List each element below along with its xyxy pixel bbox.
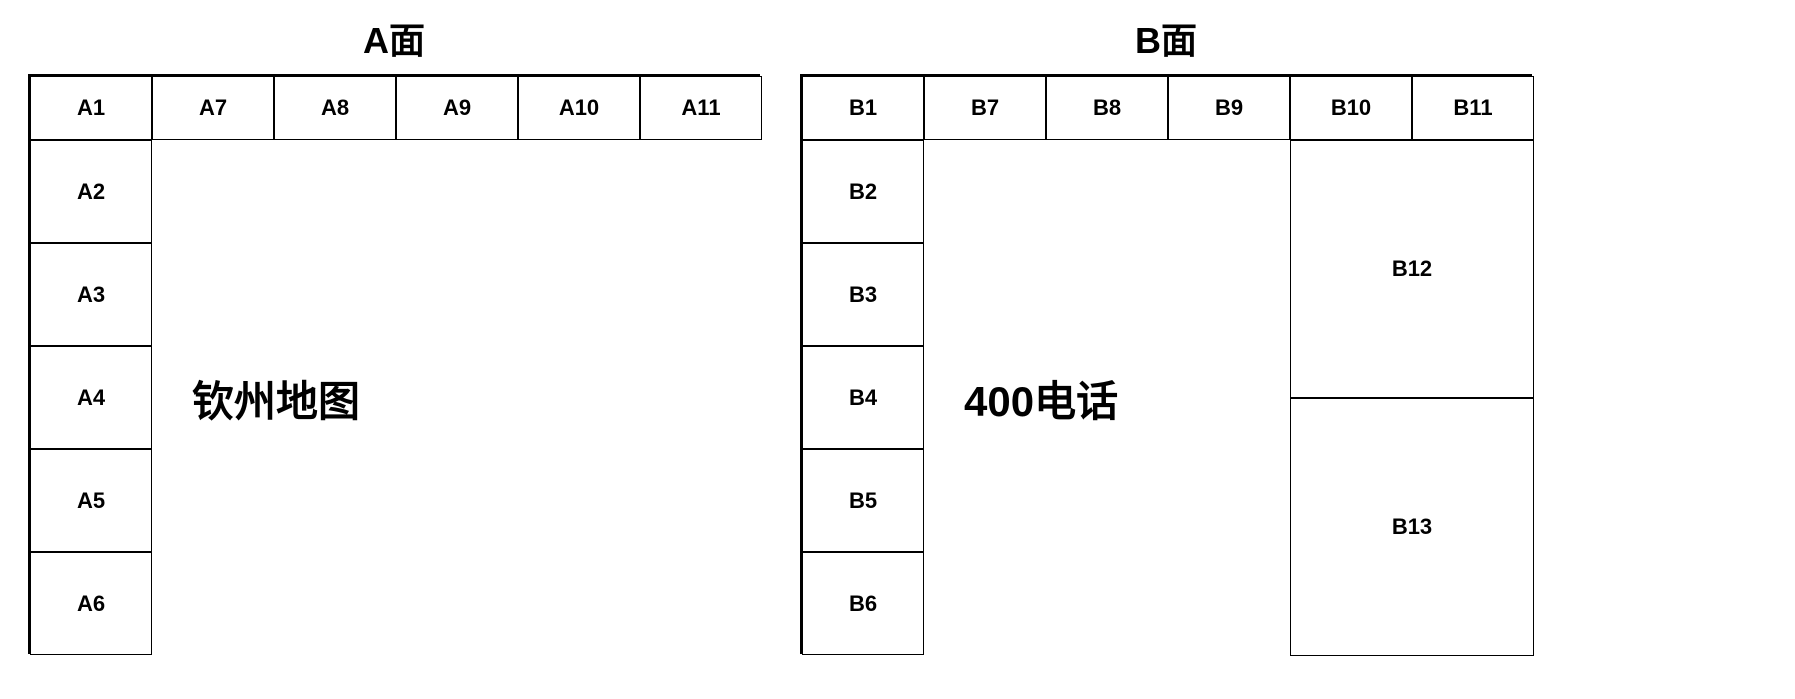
- cell-a9: A9: [396, 76, 518, 140]
- panel-a-grid: A1A2A3A4A5A6 A7A8A9A10A11钦州地图: [28, 74, 760, 654]
- panel-b: B面 B1B2B3B4B5B6 B7B8B9B10B11 400电话B12B13: [800, 12, 1532, 654]
- cell-a5: A5: [30, 449, 152, 552]
- cell-a2: A2: [30, 140, 152, 243]
- cell-b9: B9: [1168, 76, 1290, 140]
- cell-b11: B11: [1412, 76, 1534, 140]
- cell-b2: B2: [802, 140, 924, 243]
- cell-b12: B12: [1290, 140, 1534, 398]
- panel-a-title: A面: [28, 12, 760, 64]
- cell-b7: B7: [924, 76, 1046, 140]
- panel-b-grid: B1B2B3B4B5B6 B7B8B9B10B11 400电话B12B13: [800, 74, 1532, 654]
- cell-a11: A11: [640, 76, 762, 140]
- cell-a10: A10: [518, 76, 640, 140]
- panelA-main-label: 钦州地图: [152, 140, 762, 656]
- cell-b13: B13: [1290, 398, 1534, 656]
- cell-b1: B1: [802, 76, 924, 140]
- cell-b6: B6: [802, 552, 924, 655]
- cell-a7: A7: [152, 76, 274, 140]
- cell-a8: A8: [274, 76, 396, 140]
- cell-a3: A3: [30, 243, 152, 346]
- panelB-main-label: 400电话: [924, 140, 1290, 656]
- cell-b8: B8: [1046, 76, 1168, 140]
- cell-a1: A1: [30, 76, 152, 140]
- panel-a: A面 A1A2A3A4A5A6 A7A8A9A10A11钦州地图: [28, 12, 760, 654]
- cell-a6: A6: [30, 552, 152, 655]
- cell-b3: B3: [802, 243, 924, 346]
- cell-b4: B4: [802, 346, 924, 449]
- cell-b5: B5: [802, 449, 924, 552]
- cell-b10: B10: [1290, 76, 1412, 140]
- cell-a4: A4: [30, 346, 152, 449]
- panel-b-title: B面: [800, 12, 1532, 64]
